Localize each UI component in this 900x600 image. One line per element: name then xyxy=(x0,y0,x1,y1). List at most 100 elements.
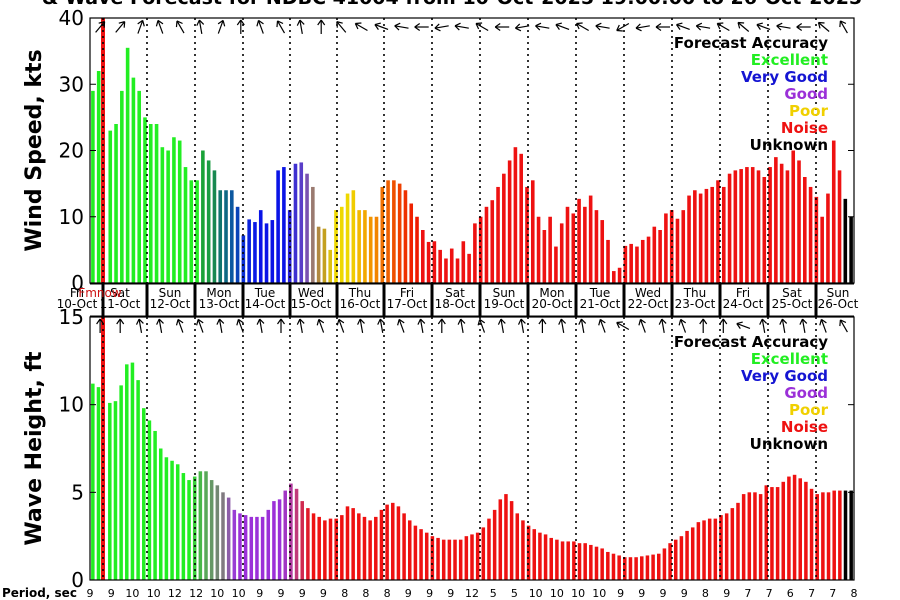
arrow-shaft xyxy=(595,25,610,29)
bar xyxy=(212,170,217,284)
bar xyxy=(108,130,113,284)
direction-arrow xyxy=(296,318,305,333)
period-value: 9 xyxy=(108,587,115,600)
bar xyxy=(745,167,749,283)
bar xyxy=(294,488,299,580)
direction-arrow xyxy=(377,318,386,333)
y-tick-label: 15 xyxy=(59,305,84,329)
direction-arrow xyxy=(558,318,567,333)
bar xyxy=(322,228,327,283)
bar xyxy=(272,501,276,580)
arrow-shaft xyxy=(515,25,530,29)
bar xyxy=(441,539,446,580)
bar xyxy=(791,150,796,283)
arrow-shaft xyxy=(115,21,126,33)
arrow-shaft xyxy=(560,319,565,333)
bar xyxy=(837,170,842,284)
arrow-shaft xyxy=(394,25,409,29)
bar xyxy=(379,509,384,580)
direction-arrow xyxy=(357,318,365,333)
arrow-head xyxy=(494,23,501,31)
arrow-shaft xyxy=(460,319,464,333)
bar xyxy=(160,147,165,283)
bar xyxy=(264,223,269,284)
arrow-head xyxy=(216,318,225,325)
direction-arrow xyxy=(196,318,204,333)
bar xyxy=(340,515,344,580)
bar xyxy=(334,518,338,580)
legend-entry: Unknown xyxy=(750,136,828,154)
arrow-head xyxy=(737,21,745,29)
period-value: 9 xyxy=(447,587,454,600)
day-name: Sun xyxy=(159,286,182,300)
direction-arrow xyxy=(336,21,347,33)
legend-entry: Excellent xyxy=(751,350,828,368)
arrow-head xyxy=(799,318,808,325)
bar xyxy=(114,124,118,283)
bar xyxy=(687,195,691,283)
bar xyxy=(226,497,231,580)
bar xyxy=(142,408,146,580)
arrow-head xyxy=(354,22,362,30)
arrow-head xyxy=(595,22,602,31)
period-value: 9 xyxy=(426,587,433,600)
bar xyxy=(756,170,761,284)
direction-arrow xyxy=(779,318,788,333)
arrow-head xyxy=(454,22,461,31)
arrow-shaft xyxy=(696,25,711,29)
day-name: Tue xyxy=(589,286,611,300)
direction-arrow xyxy=(737,21,750,32)
arrow-shaft xyxy=(776,25,791,29)
bar xyxy=(513,147,518,283)
direction-arrow xyxy=(475,22,489,32)
arrow-shaft xyxy=(761,319,766,333)
period-value: 10 xyxy=(125,587,139,600)
bar xyxy=(385,504,389,580)
bar xyxy=(131,77,136,284)
bar xyxy=(181,473,186,580)
arrow-shaft xyxy=(839,319,848,333)
bar xyxy=(549,537,553,580)
day-axis: Fri Sat Sun Mon Tue Wed Thu Fri Sat Sun Mon Tue Wed T… xyxy=(57,283,859,317)
direction-arrow xyxy=(756,22,771,30)
arrow-head xyxy=(175,318,184,326)
bar xyxy=(475,532,480,580)
arrow-head xyxy=(779,318,788,325)
period-value: 9 xyxy=(405,587,412,600)
arrow-shaft xyxy=(299,20,303,34)
bar xyxy=(449,248,454,283)
direction-arrow xyxy=(336,318,345,333)
period-label: Period, sec xyxy=(2,586,77,600)
bar xyxy=(386,180,390,283)
bar xyxy=(623,245,628,283)
bar xyxy=(507,160,512,283)
bar xyxy=(478,216,483,283)
bar xyxy=(675,218,680,283)
direction-arrow xyxy=(796,23,811,31)
arrow-head xyxy=(137,19,145,27)
bar xyxy=(170,460,174,580)
arrow-head xyxy=(256,318,265,325)
period-value: 9 xyxy=(256,587,263,600)
bar xyxy=(345,193,350,283)
bar xyxy=(572,541,576,580)
direction-arrow xyxy=(699,318,708,333)
bar xyxy=(770,487,774,580)
direction-arrow xyxy=(616,321,630,331)
bar xyxy=(779,163,784,283)
legend-entry: Very Good xyxy=(741,68,828,86)
bar xyxy=(606,551,610,580)
plot-frame xyxy=(89,316,855,581)
arrow-shaft xyxy=(454,25,469,29)
arrow-head xyxy=(695,22,703,31)
arrow-head xyxy=(517,318,526,325)
day-date: 11-Oct xyxy=(100,297,141,311)
bar xyxy=(339,206,344,283)
bar xyxy=(270,220,275,283)
arrow-shaft xyxy=(318,319,325,333)
direction-arrow xyxy=(434,23,449,32)
arrow-head xyxy=(336,318,345,326)
arrow-shaft xyxy=(419,319,424,333)
bar xyxy=(351,508,355,580)
arrow-head xyxy=(217,19,226,27)
